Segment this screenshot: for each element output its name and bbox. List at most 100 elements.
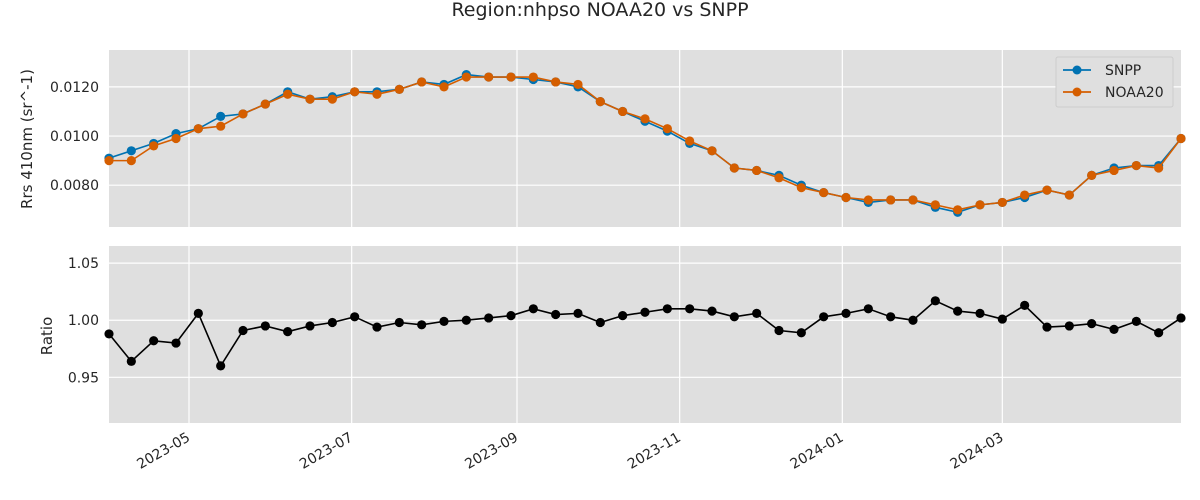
data-point-ratio (1042, 322, 1052, 332)
data-point-noaa20 (953, 205, 963, 215)
data-point-ratio (350, 312, 360, 322)
data-point-ratio (796, 328, 806, 338)
data-point-ratio (618, 311, 628, 321)
x-tick-label: 2023-05 (134, 430, 193, 473)
data-point-ratio (283, 327, 293, 337)
data-point-noaa20 (573, 79, 583, 90)
data-point-ratio (439, 316, 449, 326)
x-tick-label: 2024-03 (948, 430, 1007, 473)
data-point-noaa20 (796, 183, 806, 193)
data-point-noaa20 (908, 195, 918, 205)
data-point-noaa20 (618, 106, 628, 117)
panel-bottom: 0.95 1.00 1.05 Ratio (38, 246, 1186, 423)
data-point-ratio (1064, 321, 1074, 331)
data-point-noaa20 (819, 187, 829, 198)
data-point-ratio (417, 320, 427, 330)
data-point-ratio (662, 304, 672, 314)
data-point-noaa20 (104, 156, 114, 166)
data-point-noaa20 (662, 124, 672, 134)
data-point-noaa20 (216, 121, 226, 131)
data-point-noaa20 (126, 156, 136, 166)
data-point-noaa20 (506, 72, 516, 82)
x-tick-label: 2024-01 (788, 430, 847, 473)
x-tick-label: 2023-07 (297, 430, 356, 473)
data-point-noaa20 (1176, 133, 1186, 144)
y-tick-label: 1.05 (68, 256, 99, 272)
data-point-ratio (573, 308, 583, 318)
data-point-noaa20 (1154, 163, 1164, 173)
y-tick-label: 1.00 (68, 313, 99, 329)
panel-top-y-ticks: 0.0080 0.0100 0.0120 (50, 80, 99, 194)
data-point-ratio (640, 307, 650, 317)
legend-noaa20-marker (1072, 87, 1082, 97)
data-point-ratio (997, 314, 1007, 324)
panel-top-background (109, 50, 1181, 227)
data-point-ratio (484, 313, 494, 323)
data-point-ratio (1020, 300, 1030, 310)
data-point-noaa20 (595, 97, 605, 107)
data-point-ratio (171, 338, 181, 348)
data-point-noaa20 (350, 87, 360, 97)
data-point-noaa20 (238, 109, 248, 119)
data-point-ratio (1109, 324, 1119, 334)
data-point-ratio (1154, 328, 1164, 338)
data-point-ratio (461, 315, 471, 325)
data-point-ratio (975, 308, 985, 318)
y-tick-label: 0.0120 (50, 80, 99, 96)
data-point-noaa20 (484, 72, 494, 82)
data-point-ratio (685, 304, 695, 314)
panel-bottom-ylabel: Ratio (38, 317, 56, 356)
data-point-ratio (372, 322, 382, 332)
data-point-noaa20 (528, 72, 538, 82)
data-point-noaa20 (372, 89, 382, 99)
data-point-ratio (238, 325, 248, 336)
data-point-ratio (595, 317, 605, 328)
y-tick-label: 0.95 (68, 370, 99, 386)
panel-top-grid (109, 50, 1181, 227)
data-point-noaa20 (886, 195, 896, 205)
data-point-ratio (104, 329, 114, 339)
data-point-noaa20 (640, 114, 650, 124)
data-point-noaa20 (685, 136, 695, 146)
data-point-noaa20 (863, 195, 873, 205)
data-point-noaa20 (171, 133, 181, 144)
legend-snpp-marker (1072, 65, 1082, 75)
legend-snpp-label: SNPP (1105, 63, 1141, 79)
data-point-ratio (886, 312, 896, 322)
data-point-noaa20 (997, 197, 1007, 208)
data-point-noaa20 (260, 99, 270, 109)
data-point-noaa20 (149, 141, 159, 151)
legend: SNPP NOAA20 (1055, 56, 1174, 108)
data-point-ratio (528, 304, 538, 314)
x-tick-label: 2023-11 (625, 430, 684, 473)
data-point-noaa20 (193, 124, 203, 134)
data-point-ratio (953, 306, 963, 316)
data-point-ratio (908, 315, 918, 325)
data-point-noaa20 (752, 165, 762, 176)
data-point-snpp (216, 111, 226, 121)
x-axis-ticks: 2023-05 2023-07 2023-09 2023-11 2024-01 2024-… (134, 430, 1006, 473)
data-point-ratio (551, 309, 561, 320)
y-tick-label: 0.0080 (50, 178, 99, 194)
data-point-ratio (1087, 319, 1097, 329)
data-point-noaa20 (1109, 165, 1119, 176)
legend-noaa20-label: NOAA20 (1105, 85, 1164, 101)
data-point-ratio (506, 311, 516, 321)
data-point-noaa20 (305, 94, 315, 104)
data-point-noaa20 (841, 192, 851, 203)
data-point-ratio (305, 321, 315, 331)
panel-top-series (104, 69, 1186, 217)
data-point-noaa20 (1042, 185, 1052, 195)
data-point-noaa20 (707, 146, 717, 156)
data-point-noaa20 (930, 200, 940, 210)
data-point-noaa20 (729, 163, 739, 173)
data-point-ratio (1131, 316, 1141, 326)
data-point-ratio (394, 317, 404, 328)
y-tick-label: 0.0100 (50, 129, 99, 145)
panel-bottom-y-ticks: 0.95 1.00 1.05 (68, 256, 99, 386)
x-tick-label: 2023-09 (462, 430, 521, 473)
data-point-noaa20 (461, 72, 471, 82)
panel-bottom-background (109, 246, 1181, 423)
panel-top-ylabel: Rrs 410nm (sr^-1) (18, 69, 36, 209)
